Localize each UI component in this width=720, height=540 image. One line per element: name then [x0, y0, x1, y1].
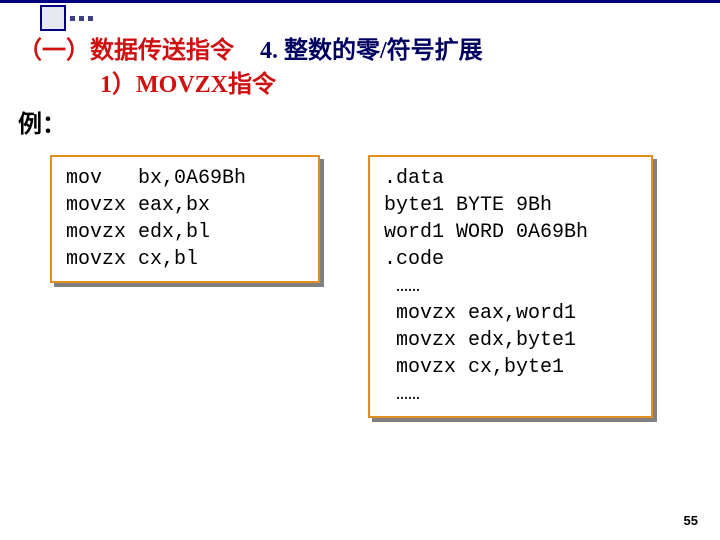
section-title: （一）数据传送指令	[18, 38, 234, 64]
code-block-right: .data byte1 BYTE 9Bh word1 WORD 0A69Bh .…	[368, 155, 653, 418]
example-label: 例：	[18, 104, 66, 139]
decoration-box	[40, 5, 66, 31]
subtitle: 1）MOVZX指令	[100, 64, 276, 99]
title-row: （一）数据传送指令 4. 整数的零/符号扩展	[18, 30, 483, 65]
top-border	[0, 0, 720, 3]
page-number: 55	[684, 513, 698, 528]
topic-title: 4. 整数的零/符号扩展	[260, 38, 483, 64]
decoration-dots	[70, 8, 97, 26]
code-block-left: mov bx,0A69Bh movzx eax,bx movzx edx,bl …	[50, 155, 320, 283]
